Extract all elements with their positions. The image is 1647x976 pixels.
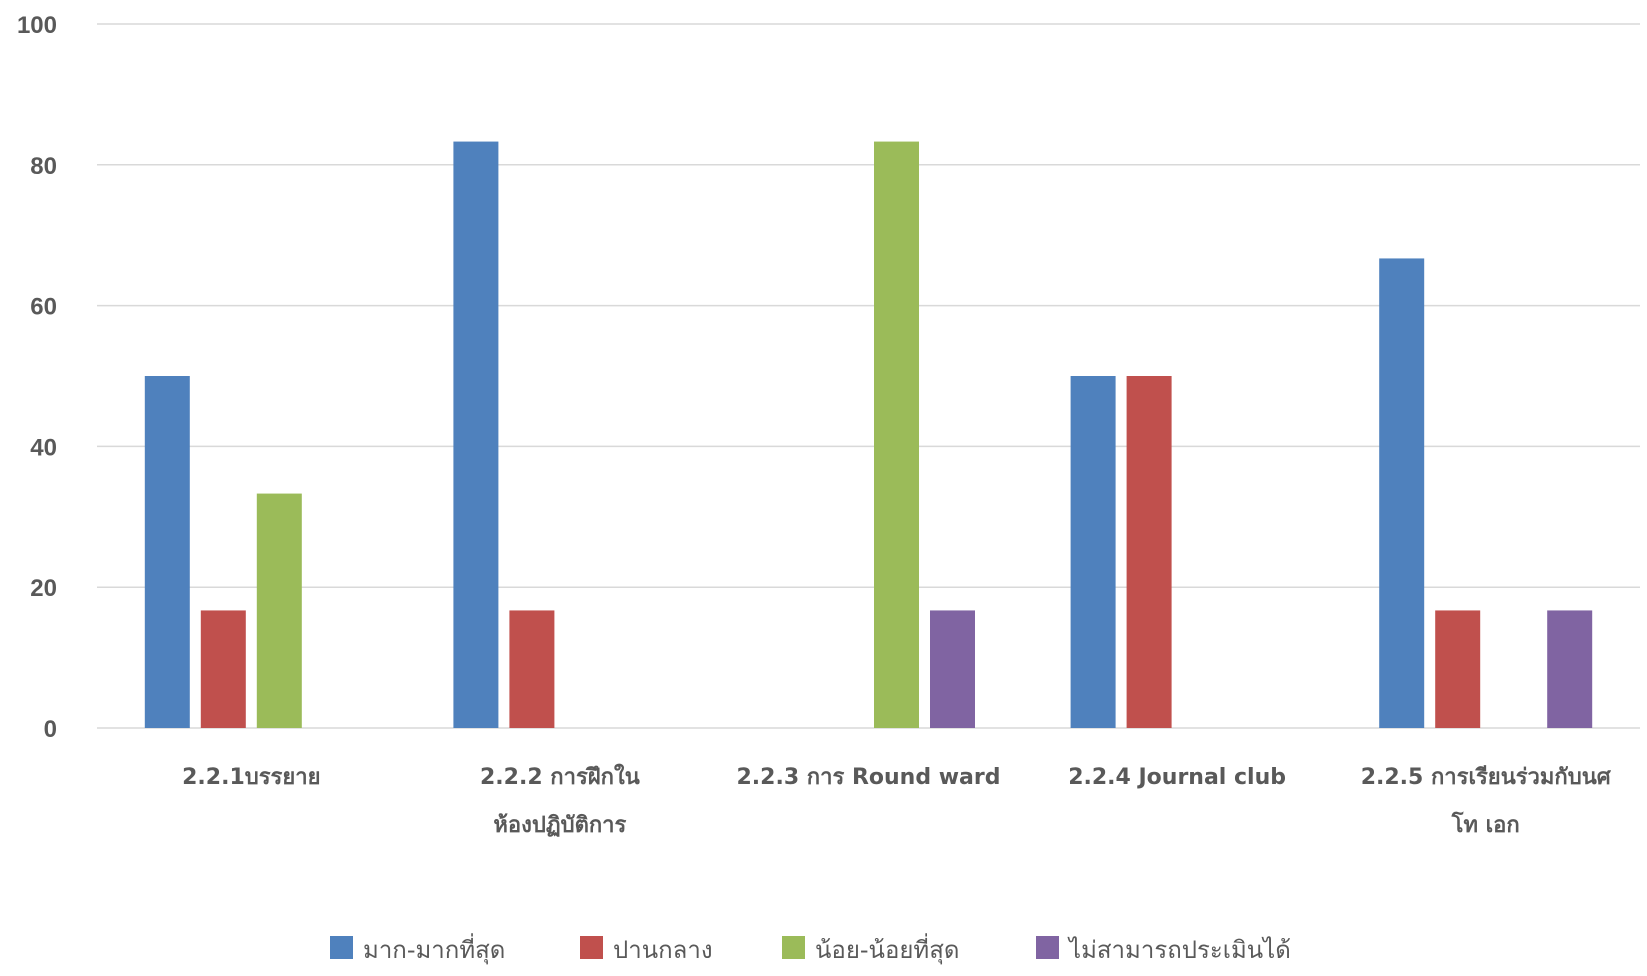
bar: [509, 610, 555, 728]
x-tick-label: ห้องปฏิบัติการ: [493, 813, 626, 838]
bar: [256, 493, 302, 728]
bar: [1070, 376, 1116, 728]
y-tick-label: 80: [30, 153, 57, 180]
legend-label: ไม่สามารถประเมินได้: [1067, 936, 1291, 964]
x-tick-label: โท เอก: [1451, 811, 1520, 838]
legend-label: มาก-มากที่สุด: [363, 933, 505, 965]
bar: [200, 610, 246, 728]
x-tick-label: 2.2.4 Journal club: [1068, 765, 1286, 790]
bars: [144, 141, 1593, 728]
bar: [453, 141, 499, 728]
bar: [1435, 610, 1481, 728]
bar: [1126, 376, 1172, 728]
legend-swatch: [782, 936, 805, 959]
bar: [144, 376, 190, 728]
y-tick-label: 20: [30, 575, 57, 602]
bar: [930, 610, 975, 728]
x-tick-label: 2.2.1บรรยาย: [182, 765, 320, 790]
legend-label: ปานกลาง: [613, 936, 713, 964]
y-tick-label: 60: [30, 294, 57, 321]
y-tick-label: 40: [30, 434, 57, 461]
bar: [874, 141, 919, 728]
bar: [1379, 258, 1425, 728]
bar: [1547, 610, 1593, 728]
y-tick-label: 0: [44, 716, 57, 743]
x-tick-label: 2.2.3 การ Round ward: [737, 765, 1001, 790]
y-tick-label: 100: [17, 12, 57, 39]
x-tick-label: 2.2.5 การเรียนร่วมกับนศ: [1361, 765, 1612, 790]
y-axis-tick-labels: 0 20 40 60 80 100: [17, 12, 57, 743]
legend-label: น้อย-น้อยที่สุด: [815, 933, 959, 965]
legend-swatch: [580, 936, 603, 959]
legend-swatch: [1036, 936, 1059, 959]
legend: มาก-มากที่สุด ปานกลาง น้อย-น้อยที่สุด ไม่สา…: [330, 933, 1291, 965]
x-tick-label: 2.2.2 การฝึกใน: [480, 763, 640, 790]
legend-swatch: [330, 936, 353, 959]
